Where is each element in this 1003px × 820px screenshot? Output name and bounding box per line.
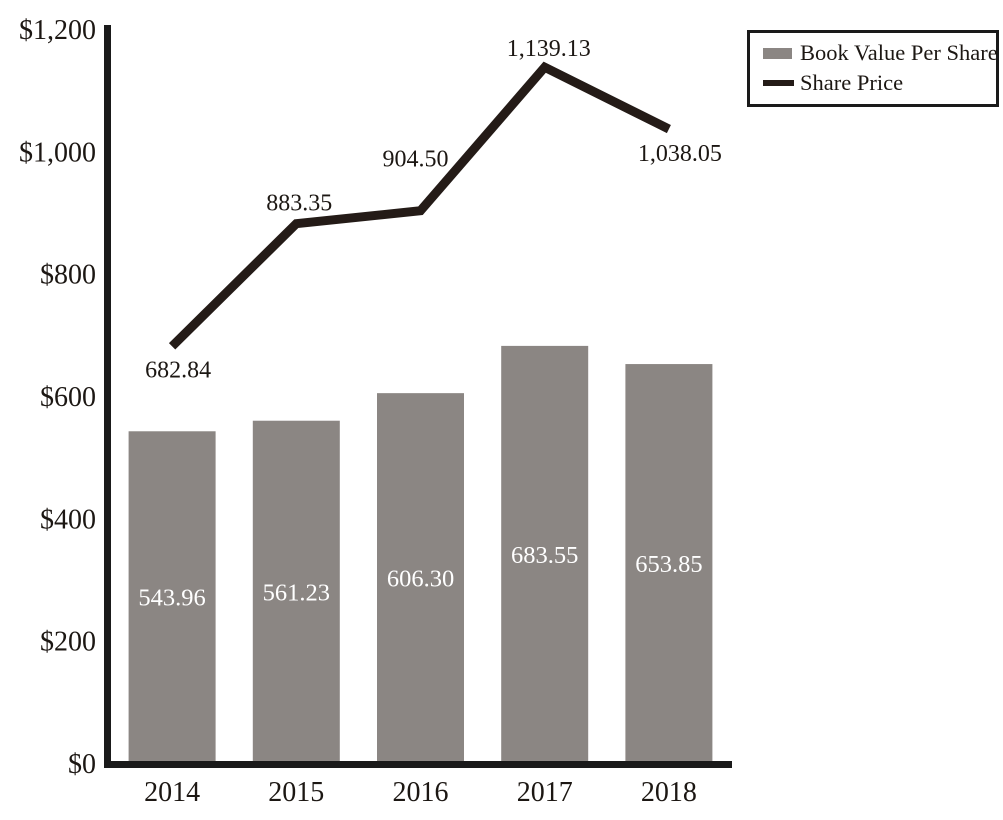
legend: Book Value Per Share Share Price (747, 30, 999, 107)
y-tick-label: $1,200 (19, 15, 96, 46)
x-tick-label: 2014 (144, 777, 200, 808)
y-tick-label: $800 (40, 260, 96, 291)
x-tick-label: 2015 (268, 777, 324, 808)
bar-value-label: 683.55 (511, 542, 578, 569)
bar-series-swatch-icon (763, 47, 792, 59)
line-point-label: 1,038.05 (638, 141, 722, 167)
bar-value-label: 561.23 (263, 579, 330, 606)
y-tick-label: $0 (68, 749, 96, 780)
bar-2014 (128, 431, 216, 768)
bar-value-label: 543.96 (138, 585, 205, 612)
y-tick-label: $600 (40, 382, 96, 413)
share-price-line (168, 61, 671, 350)
y-tick-label: $200 (40, 627, 96, 658)
y-tick-label: $400 (40, 504, 96, 535)
line-point-label: 682.84 (145, 357, 211, 383)
bar-value-label: 653.85 (635, 551, 702, 578)
line-point-label: 1,139.13 (507, 36, 591, 62)
bar-2017 (501, 345, 589, 768)
bar-2016 (377, 393, 464, 768)
x-tick-label: 2017 (517, 777, 573, 808)
legend-item-share-price: Share Price (763, 68, 990, 98)
legend-item-label: Book Value Per Share (800, 39, 998, 65)
x-tick-label: 2016 (393, 777, 449, 808)
bar-2018 (625, 364, 713, 768)
line-series-swatch-icon (763, 80, 794, 86)
legend-item-label: Share Price (800, 69, 904, 95)
bar-2015 (252, 420, 340, 768)
y-tick-label: $1,000 (19, 137, 96, 168)
x-tick-label: 2018 (641, 777, 697, 808)
line-point-label: 904.50 (383, 147, 449, 173)
bar-value-label: 606.30 (387, 566, 454, 593)
legend-item-book-value-per-share: Book Value Per Share (763, 38, 998, 68)
line-point-label: 883.35 (266, 191, 332, 217)
